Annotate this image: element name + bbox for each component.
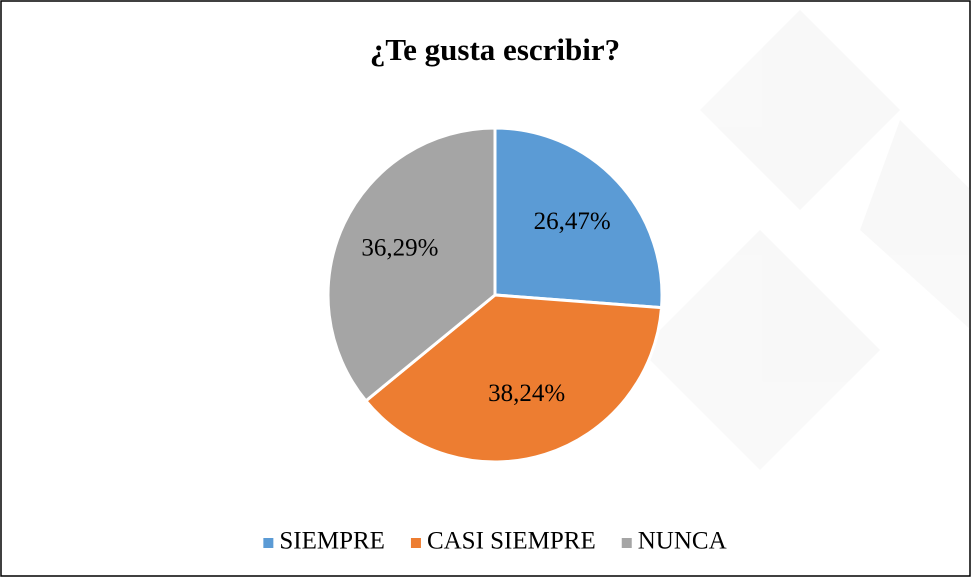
legend-swatch: [621, 538, 632, 548]
legend-swatch: [263, 538, 274, 548]
watermark: [640, 10, 971, 470]
pie-slice: [493, 126, 664, 310]
data-label: 38,24%: [488, 380, 565, 407]
legend-swatch: [410, 538, 421, 548]
pie-slice: [326, 126, 497, 404]
legend-label: NUNCA: [638, 528, 727, 555]
data-label: 36,29%: [361, 235, 438, 262]
data-label: 26,47%: [534, 208, 611, 235]
pie-slice: [363, 293, 664, 464]
legend-label: SIEMPRE: [279, 528, 385, 555]
legend-label: CASI SIEMPRE: [427, 528, 596, 555]
chart-title: ¿Te gusta escribir?: [370, 32, 620, 67]
